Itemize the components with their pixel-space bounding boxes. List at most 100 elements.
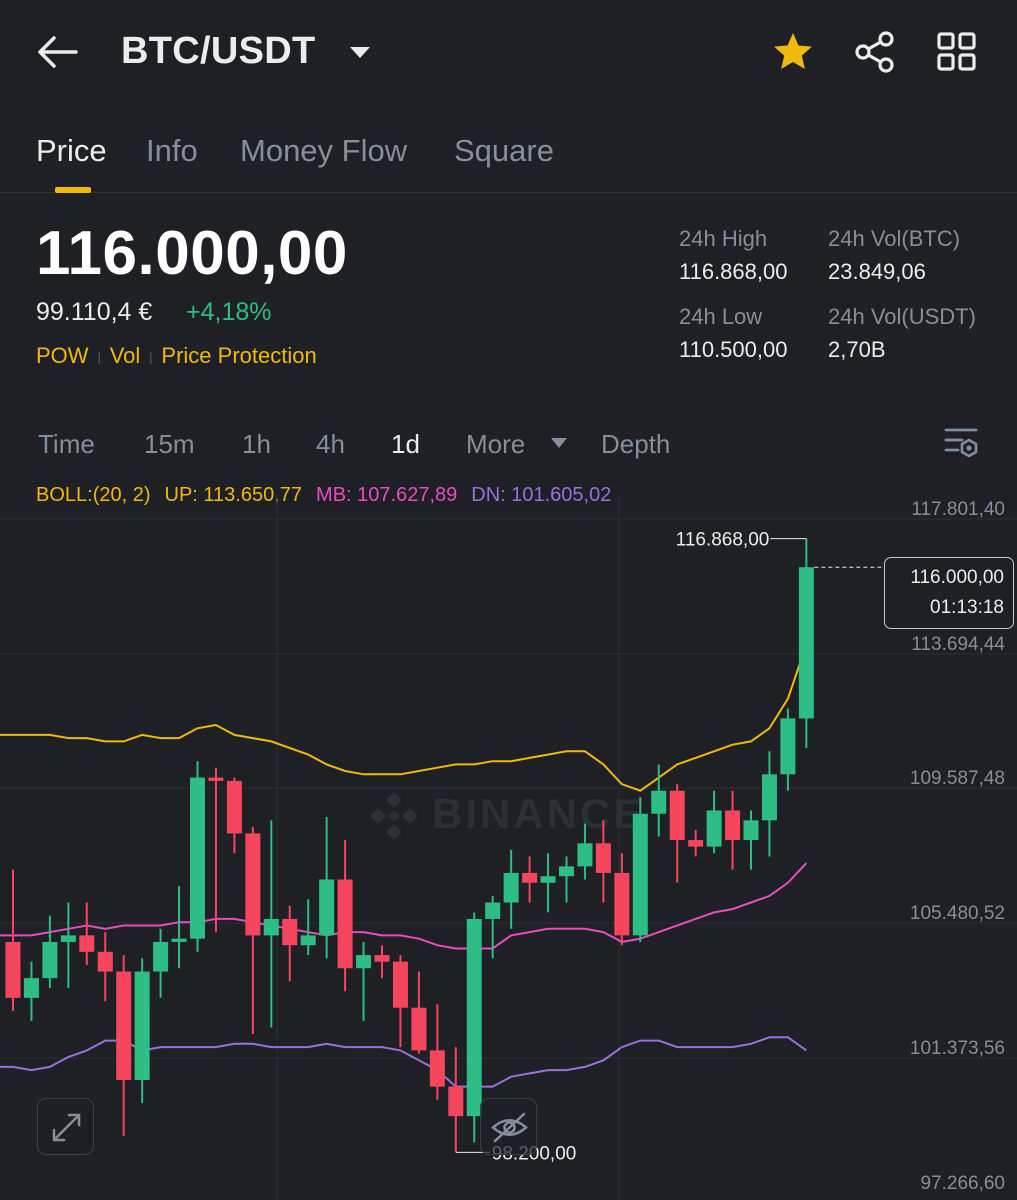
- tab-bar: Price Info Money Flow Square: [0, 105, 1017, 193]
- candle-body-up: [153, 941, 169, 972]
- candlestick-chart[interactable]: 117.801,40 113.694,44 109.587,48 105.480…: [0, 475, 1017, 1200]
- dropdown-caret-icon[interactable]: [346, 42, 374, 62]
- candle-body-up: [485, 902, 501, 919]
- candle-body-up: [632, 813, 648, 936]
- y-axis: 117.801,40 113.694,44 109.587,48 105.480…: [910, 499, 1006, 1194]
- candle-body-down: [5, 941, 21, 998]
- high-marker-label: 116.868,00: [676, 530, 770, 551]
- interval-bar: Time 15m 1h 4h 1d More Depth: [0, 415, 1017, 475]
- candle-body-down: [79, 935, 95, 952]
- share-icon[interactable]: [851, 28, 899, 76]
- pair-title[interactable]: BTC/USDT: [121, 30, 316, 72]
- candle-body-up: [171, 938, 187, 942]
- candle-body-down: [411, 1007, 427, 1051]
- star-icon[interactable]: [769, 28, 817, 76]
- y-tick-label: 101.373,56: [910, 1038, 1005, 1059]
- candle-body-up: [780, 718, 796, 775]
- y-tick-label: 105.480,52: [910, 903, 1005, 924]
- candle-body-down: [429, 1050, 445, 1087]
- candle-body-down: [669, 790, 685, 841]
- price-change-percent: +4,18%: [186, 298, 272, 326]
- back-arrow-icon[interactable]: [34, 30, 84, 74]
- candle-body-up: [559, 866, 574, 877]
- candle-body-down: [226, 780, 242, 834]
- candle-body-up: [190, 777, 205, 939]
- token-tags: POW | Vol | Price Protection: [36, 343, 317, 368]
- tab-money-flow[interactable]: Money Flow: [240, 133, 408, 168]
- interval-1h[interactable]: 1h: [242, 429, 271, 459]
- candles: [5, 538, 814, 1153]
- candle-body-up: [540, 876, 556, 883]
- binance-watermark-logo: [370, 792, 418, 840]
- boll-up-value: UP: 113.650,77: [164, 484, 303, 506]
- active-tab-indicator: [55, 187, 91, 193]
- grid-icon[interactable]: [933, 28, 981, 76]
- candle-body-up: [300, 935, 316, 946]
- candle-body-down: [116, 971, 132, 1081]
- candle-body-down: [374, 955, 390, 962]
- candle-body-down: [245, 833, 261, 936]
- stat-24h-low-value: 110.500,00: [679, 337, 788, 362]
- candle-body-down: [688, 840, 704, 847]
- candle-body-down: [522, 872, 538, 883]
- stat-24h-vol-usdt-label: 24h Vol(USDT): [828, 304, 976, 329]
- interval-more[interactable]: More: [466, 429, 526, 459]
- boll-params: BOLL:(20, 2): [36, 484, 151, 506]
- boll-legend: BOLL:(20, 2) UP: 113.650,77 MB: 107.627,89…: [36, 484, 625, 507]
- stat-24h-vol-usdt-value: 2,70B: [828, 337, 886, 362]
- candle-body-up: [134, 971, 150, 1081]
- chart-grid: [0, 495, 1017, 1200]
- tag-vol[interactable]: Vol: [109, 343, 141, 368]
- boll-dn-value: DN: 101.605,02: [471, 484, 612, 506]
- candle-body-up: [743, 820, 759, 841]
- tag-pow[interactable]: POW: [36, 343, 89, 368]
- candle-body-up: [356, 955, 372, 969]
- candle-body-down: [392, 961, 408, 1008]
- stat-24h-vol-btc-label: 24h Vol(BTC): [828, 226, 961, 251]
- boll-upper-line: [0, 644, 808, 792]
- boll-mb-value: MB: 107.627,89: [316, 484, 458, 506]
- chart-settings-icon[interactable]: [942, 424, 982, 460]
- tab-info[interactable]: Info: [146, 133, 198, 168]
- interval-time[interactable]: Time: [38, 429, 95, 459]
- candle-body-down: [282, 918, 298, 946]
- candle-body-down: [614, 872, 630, 936]
- candle-body-up: [23, 978, 39, 998]
- candle-body-up: [761, 774, 777, 821]
- interval-1d[interactable]: 1d: [391, 429, 420, 459]
- current-price-value: 116.000,00: [910, 567, 1004, 588]
- candle-body-down: [337, 879, 353, 969]
- extreme-markers: 116.868,00 98.200,00: [455, 530, 884, 1164]
- hide-indicators-button[interactable]: [480, 1098, 537, 1155]
- interval-15m[interactable]: 15m: [144, 429, 195, 459]
- fullscreen-button[interactable]: [37, 1098, 94, 1155]
- stat-24h-vol-btc-value: 23.849,06: [828, 259, 926, 284]
- tag-price-protection[interactable]: Price Protection: [161, 343, 317, 368]
- y-tick-label: 97.266,60: [920, 1173, 1005, 1194]
- top-bar: BTC/USDT: [0, 0, 1017, 105]
- candle-body-down: [97, 951, 113, 972]
- boll-middle-line: [0, 862, 808, 950]
- interval-4h[interactable]: 4h: [316, 429, 345, 459]
- stat-24h-high-label: 24h High: [679, 226, 768, 251]
- candle-body-up: [466, 918, 482, 1117]
- current-price-tag: 116.000,00 01:13:18: [884, 557, 1014, 629]
- y-tick-label: 117.801,40: [911, 499, 1005, 520]
- candle-countdown: 01:13:18: [930, 597, 1004, 618]
- fiat-price: 99.110,4 €: [36, 298, 153, 326]
- y-tick-label: 109.587,48: [910, 768, 1005, 789]
- eye-off-icon: [491, 1112, 528, 1143]
- tab-square[interactable]: Square: [454, 133, 554, 168]
- candle-body-down: [208, 777, 224, 781]
- stat-24h-high-value: 116.868,00: [679, 259, 788, 284]
- candle-body-up: [263, 918, 279, 936]
- candle-body-up: [706, 810, 722, 847]
- stat-24h-low-label: 24h Low: [679, 304, 763, 329]
- interval-depth[interactable]: Depth: [601, 429, 671, 459]
- y-tick-label: 113.694,44: [911, 634, 1005, 655]
- candle-body-up: [60, 935, 76, 942]
- last-price: 116.000,00: [36, 219, 348, 288]
- candle-body-down: [725, 810, 741, 841]
- binance-watermark-text: BINANCE: [432, 790, 645, 837]
- tab-price[interactable]: Price: [36, 133, 107, 168]
